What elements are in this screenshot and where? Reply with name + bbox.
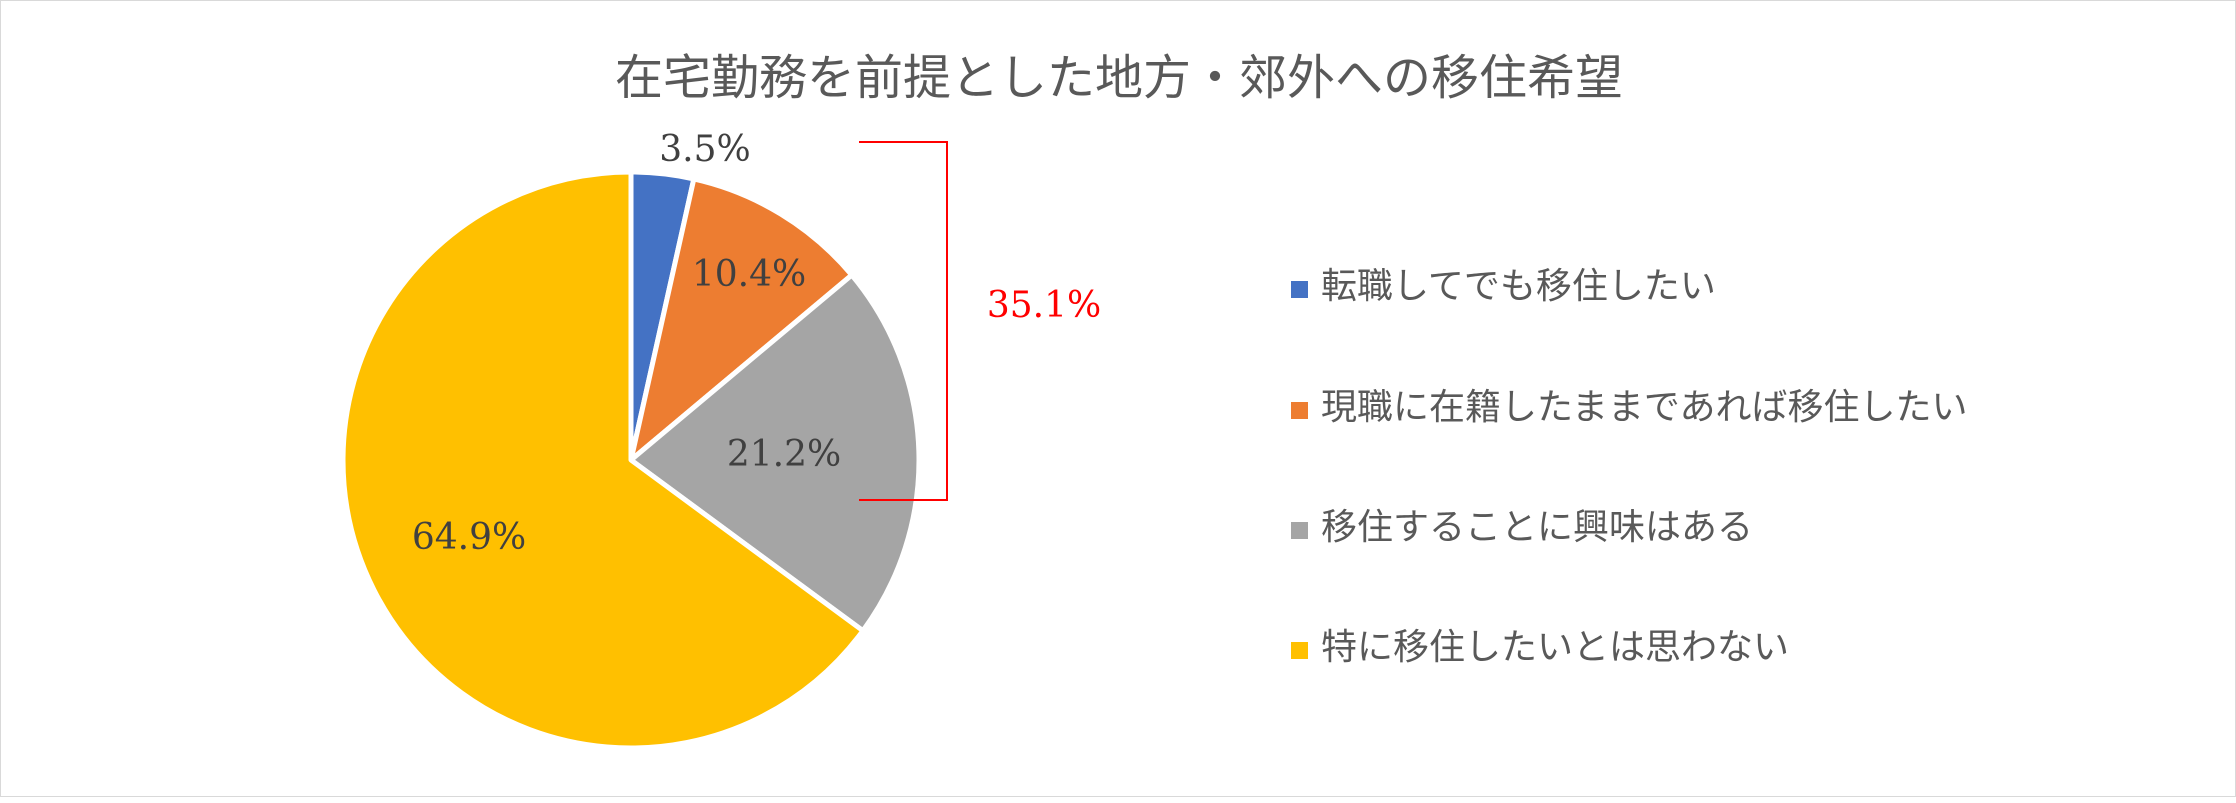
annotation-bracket <box>859 141 948 501</box>
legend: 転職してでも移住したい現職に在籍したままであれば移住したい移住することに興味はあ… <box>1291 266 1968 668</box>
legend-marker-1 <box>1291 281 1308 298</box>
legend-marker-4 <box>1291 642 1308 659</box>
chart-title: 在宅勤務を前提とした地方・郊外への移住希望 <box>615 50 1623 106</box>
pie-data-labels: 3.5% 10.4% 21.2% 64.9% <box>412 129 841 558</box>
slice-data-label-2: 10.4% <box>692 254 806 295</box>
slice-data-label-4: 64.9% <box>412 517 526 558</box>
annotation-bracket-line <box>859 141 948 501</box>
pie-slice-3 <box>628 272 922 634</box>
pie-slices <box>340 169 922 751</box>
pie-slice-4 <box>340 169 866 751</box>
legend-marker-3 <box>1291 522 1308 539</box>
slice-data-label-3: 21.2% <box>727 434 841 475</box>
legend-label-4: 特に移住したいとは思わない <box>1321 627 1789 668</box>
legend-marker-2 <box>1291 402 1308 419</box>
pie-slice-2 <box>628 176 855 463</box>
legend-label-1: 転職してでも移住したい <box>1321 266 1716 307</box>
legend-label-2: 現職に在籍したままであれば移住したい <box>1321 387 1968 428</box>
slice-data-label-1: 3.5% <box>659 129 750 170</box>
annotation-label: 35.1% <box>987 285 1101 326</box>
legend-label-3: 移住することに興味はある <box>1321 507 1753 548</box>
